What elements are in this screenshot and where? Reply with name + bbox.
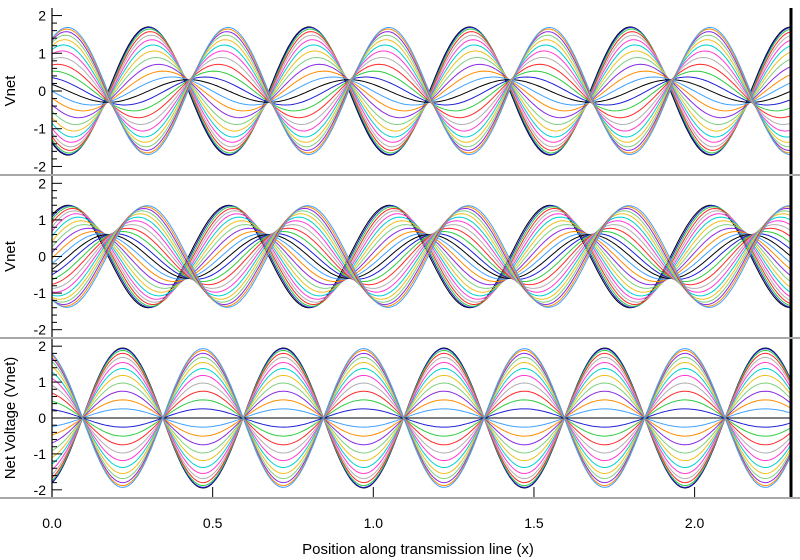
y-tick-label: -1 [34, 446, 47, 462]
series-line-15 [52, 399, 791, 437]
panel-top: -2 -1 0 1 2 Vnet [0, 8, 800, 176]
series-line-11 [52, 70, 791, 112]
panel-middle: -2 -1 0 1 2 Vnet [0, 175, 800, 339]
series-line-13 [52, 233, 791, 280]
series-group [52, 26, 791, 156]
series-line-20 [52, 213, 791, 300]
series-line-10 [52, 390, 791, 446]
series-line-17 [52, 224, 791, 289]
x-axis-label: Position along transmission line (x) [302, 541, 534, 558]
y-tick-label: 1 [38, 374, 46, 390]
panel-bottom: -2 -1 0 1 2 Net Voltage (Vnet) 0.0 0.5 1.0 1.5 2.0 [0, 338, 800, 531]
series-line-19 [52, 216, 791, 297]
x-tick-label: 2.0 [685, 515, 705, 531]
x-tick-label: 0.0 [42, 515, 62, 531]
series-line-24 [52, 348, 791, 488]
series-line-8 [52, 374, 791, 462]
series-line-22 [52, 31, 791, 151]
series-line-23 [52, 206, 791, 307]
series-line-3 [52, 349, 791, 487]
y-tick-label: 1 [38, 45, 46, 61]
series-line-22 [52, 352, 791, 484]
series-line-17 [52, 382, 791, 454]
y-tick-label: 2 [38, 175, 46, 191]
y-tick-label: 0 [38, 410, 46, 426]
series-line-13 [52, 79, 791, 103]
y-tick-label: -1 [34, 121, 47, 137]
series-line-6 [52, 361, 791, 475]
y-tick-label: 1 [38, 212, 46, 228]
series-line-11 [52, 399, 791, 437]
series-line-19 [52, 367, 791, 469]
series-line-19 [52, 44, 791, 138]
y-axis-label: Net Voltage (Vnet) [2, 357, 19, 480]
series-line-23 [52, 28, 791, 154]
y-tick-label: -1 [34, 285, 47, 301]
series-line-22 [52, 207, 791, 306]
series-line-21 [52, 34, 791, 148]
y-tick-label: 0 [38, 249, 46, 265]
series-line-18 [52, 220, 791, 293]
series-line-20 [52, 39, 791, 143]
series-line-7 [52, 367, 791, 469]
series-line-20 [52, 361, 791, 475]
series-line-4 [52, 352, 791, 484]
chart-panels: -2 -1 0 1 2 Vnet -2 -1 0 1 2 Vnet -2 -1 0 1 2 Net Voltage… [0, 8, 800, 531]
y-tick-label: 0 [38, 83, 46, 99]
series-line-12 [52, 76, 791, 106]
series-group [52, 347, 791, 489]
x-tick-label: 0.5 [203, 515, 223, 531]
series-line-12 [52, 233, 791, 280]
y-tick-label: 2 [38, 338, 46, 354]
series-line-24 [52, 205, 791, 308]
series-group [52, 204, 791, 309]
series-line-14 [52, 408, 791, 428]
series-line-18 [52, 50, 791, 132]
y-tick-label: -2 [34, 482, 47, 498]
y-axis-label: Vnet [2, 240, 19, 272]
series-line-9 [52, 382, 791, 454]
series-line-17 [52, 56, 791, 126]
y-tick-label: -2 [34, 158, 47, 174]
series-line-24 [52, 26, 791, 156]
x-tick-label: 1.5 [524, 515, 544, 531]
series-line-21 [52, 210, 791, 303]
series-line-14 [52, 233, 791, 280]
series-line-16 [52, 63, 791, 119]
y-tick-label: 2 [38, 8, 46, 24]
y-tick-label: -2 [34, 322, 47, 338]
series-line-15 [52, 70, 791, 112]
x-tick-label: 1.0 [364, 515, 384, 531]
series-line-14 [52, 76, 791, 106]
series-line-16 [52, 390, 791, 446]
series-line-5 [52, 356, 791, 480]
series-line-18 [52, 374, 791, 462]
series-line-21 [52, 356, 791, 480]
series-line-12 [52, 408, 791, 428]
series-line-15 [52, 230, 791, 283]
series-line-16 [52, 227, 791, 286]
y-axis-label: Vnet [2, 75, 19, 107]
